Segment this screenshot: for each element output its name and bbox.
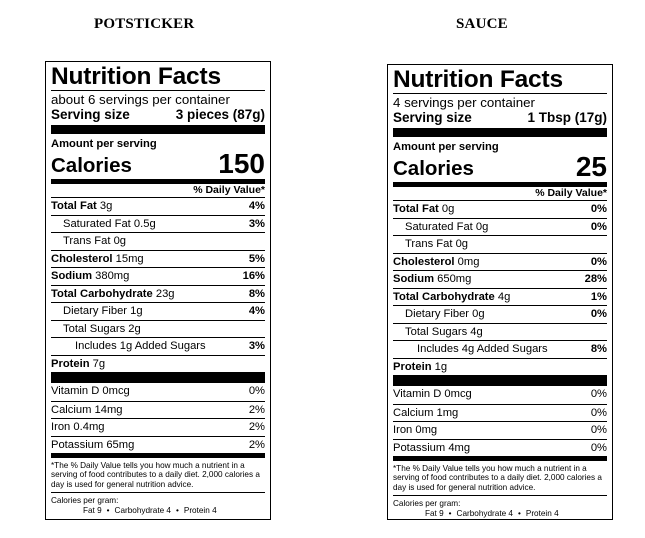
vitamin-row-vitamin-d: Vitamin D 0mcg 0% [393, 388, 607, 400]
nutrient-row-total-fat: Total Fat 3g 4% [51, 197, 265, 215]
daily-value-header: % Daily Value* [535, 187, 607, 199]
heavy-divider [393, 375, 607, 386]
nutrition-facts-title: Nutrition Facts [393, 66, 563, 93]
serving-size: Serving size 1 Tbsp (17g) [393, 110, 607, 125]
potsticker-heading: POTSTICKER [94, 16, 195, 32]
nutrient-row-cholesterol: Cholesterol 15mg 5% [51, 249, 265, 268]
nutrient-row-dietary-fiber: Dietary Fiber 0g 0% [393, 305, 607, 323]
vitamin-row-potassium: Potassium 65mg 2% [51, 435, 265, 454]
calories-value: 25 [575, 151, 607, 182]
serving-size-label: Serving size [51, 107, 130, 122]
medium-divider [51, 453, 265, 458]
nutrient-row-sodium: Sodium 380mg 16% [51, 267, 265, 285]
potsticker-nutrition-label: Nutrition Facts about 6 servings per con… [45, 61, 271, 520]
nutrient-row-sodium: Sodium 650mg 28% [393, 270, 607, 288]
vitamin-row-iron: Iron 0.4mg 2% [51, 418, 265, 436]
thick-divider [51, 125, 265, 134]
nutrient-row-trans-fat: Trans Fat 0g [393, 235, 607, 253]
serving-size-value: 1 Tbsp (17g) [527, 110, 607, 125]
nutrient-row-saturated-fat: Saturated Fat 0g 0% [393, 217, 607, 236]
daily-value-header: % Daily Value* [193, 184, 265, 196]
calories-label: Calories [393, 157, 474, 180]
daily-value-footnote: *The % Daily Value tells you how much a … [51, 461, 260, 489]
calories-row: Calories 150 [51, 148, 265, 179]
calories-per-gram-items: Fat 9 • Carbohydrate 4 • Protein 4 [83, 505, 217, 515]
vitamin-row-calcium: Calcium 1mg 0% [393, 403, 607, 422]
daily-value-footnote: *The % Daily Value tells you how much a … [393, 464, 602, 492]
vitamin-row-calcium: Calcium 14mg 2% [51, 400, 265, 419]
nutrient-row-trans-fat: Trans Fat 0g [51, 232, 265, 250]
servings-per-container: about 6 servings per container [51, 90, 265, 107]
amount-per-serving: Amount per serving [393, 141, 499, 153]
serving-size: Serving size 3 pieces (87g) [51, 107, 265, 122]
sauce-nutrition-label: Nutrition Facts 4 servings per container… [387, 64, 613, 520]
serving-size-value: 3 pieces (87g) [175, 107, 265, 122]
sauce-heading: SAUCE [456, 16, 508, 32]
amount-per-serving: Amount per serving [51, 138, 157, 150]
nutrient-row-protein: Protein 1g [393, 357, 607, 376]
nutrient-row-saturated-fat: Saturated Fat 0.5g 3% [51, 214, 265, 233]
medium-divider [51, 179, 265, 184]
heavy-divider [51, 372, 265, 383]
serving-size-label: Serving size [393, 110, 472, 125]
calories-value: 150 [218, 148, 265, 179]
calories-per-gram-items: Fat 9 • Carbohydrate 4 • Protein 4 [425, 508, 559, 518]
vitamin-row-vitamin-d: Vitamin D 0mcg 0% [51, 385, 265, 397]
calories-per-gram-label: Calories per gram: [393, 499, 461, 509]
nutrient-row-dietary-fiber: Dietary Fiber 1g 4% [51, 302, 265, 320]
medium-divider [393, 182, 607, 187]
thick-divider [393, 128, 607, 137]
nutrition-facts-title: Nutrition Facts [51, 63, 221, 90]
calories-per-gram: Calories per gram: Fat 9 • Carbohydrate 4 •… [393, 495, 607, 518]
nutrient-row-total-carbohydrate: Total Carbohydrate 4g 1% [393, 287, 607, 306]
calories-per-gram: Calories per gram: Fat 9 • Carbohydrate 4 •… [51, 492, 265, 515]
nutrient-row-total-fat: Total Fat 0g 0% [393, 200, 607, 218]
nutrient-row-added-sugars: Includes 4g Added Sugars 8% [393, 340, 607, 358]
nutrient-row-protein: Protein 7g [51, 354, 265, 373]
calories-label: Calories [51, 154, 132, 177]
nutrient-row-added-sugars: Includes 1g Added Sugars 3% [51, 337, 265, 355]
calories-per-gram-label: Calories per gram: [51, 496, 119, 506]
nutrient-row-total-sugars: Total Sugars 4g [393, 322, 607, 341]
vitamin-row-potassium: Potassium 4mg 0% [393, 438, 607, 457]
nutrient-row-cholesterol: Cholesterol 0mg 0% [393, 252, 607, 271]
nutrient-row-total-carbohydrate: Total Carbohydrate 23g 8% [51, 284, 265, 303]
medium-divider [393, 456, 607, 461]
calories-row: Calories 25 [393, 151, 607, 182]
nutrient-row-total-sugars: Total Sugars 2g [51, 319, 265, 338]
vitamin-row-iron: Iron 0mg 0% [393, 421, 607, 439]
servings-per-container: 4 servings per container [393, 93, 607, 110]
